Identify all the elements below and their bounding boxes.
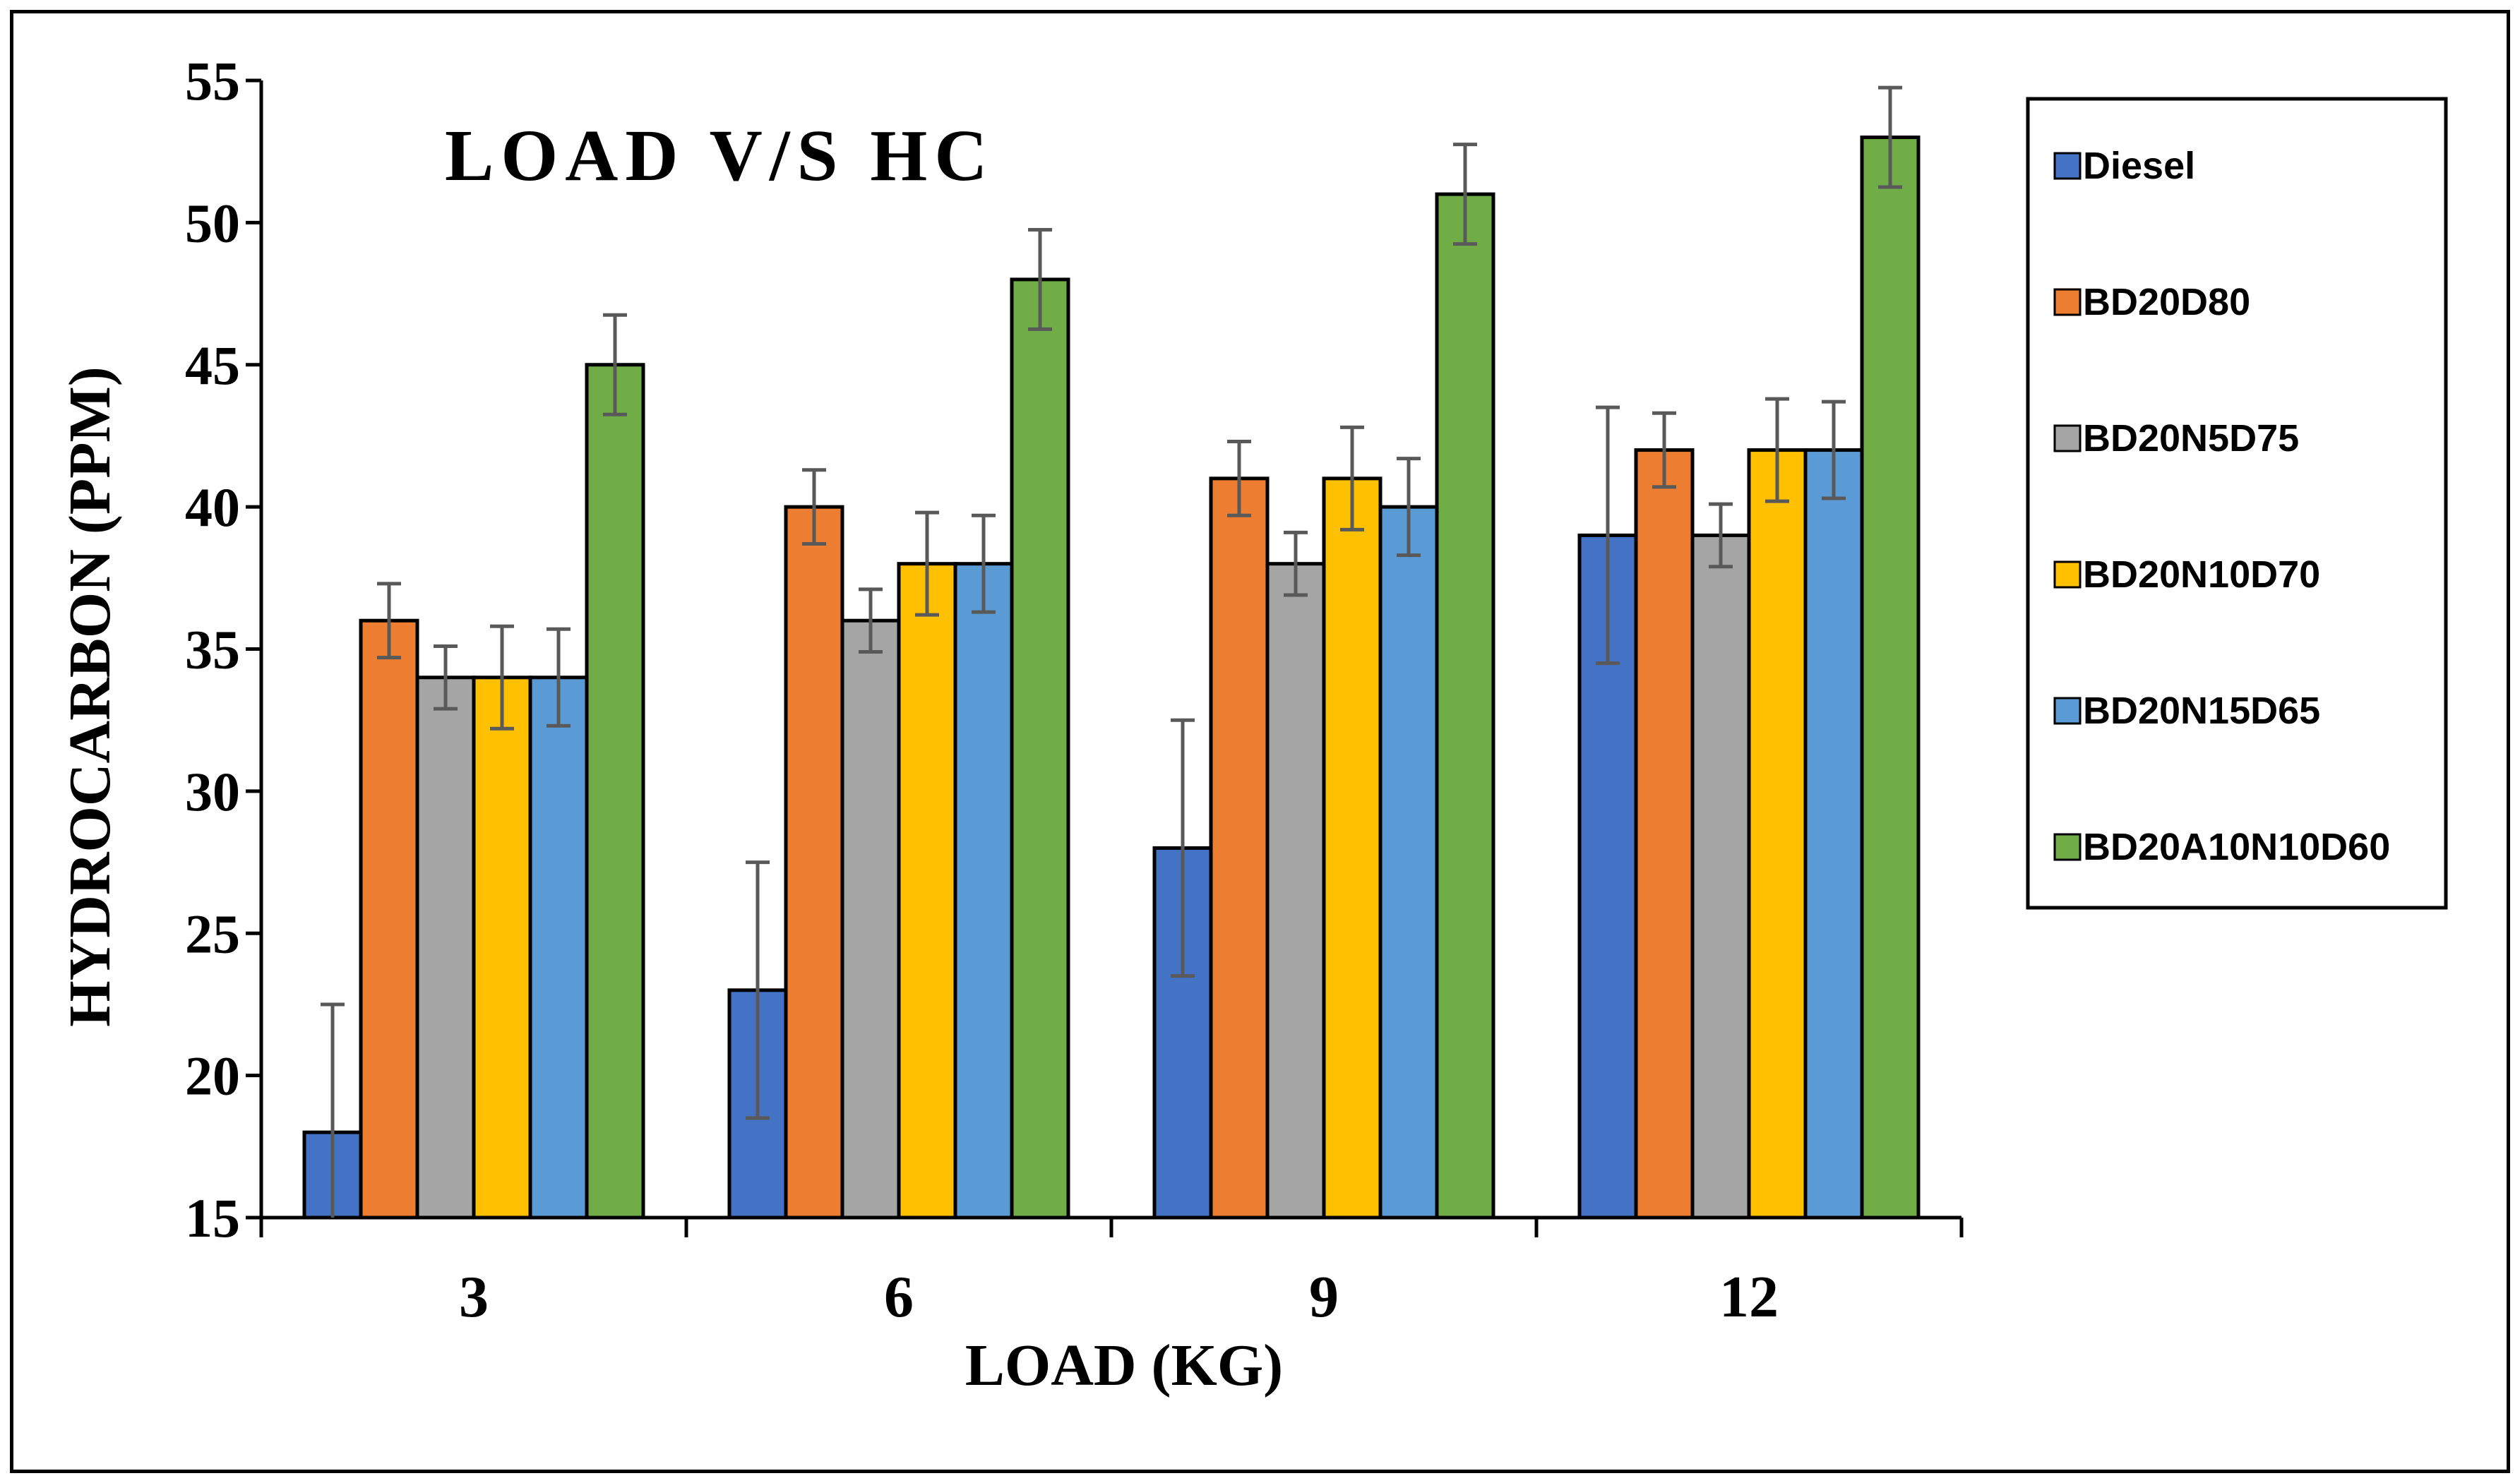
bar <box>840 618 901 1220</box>
bar <box>528 676 589 1220</box>
bar <box>585 363 645 1220</box>
y-tick-label: 40 <box>185 476 240 538</box>
x-tick-label: 6 <box>884 1264 914 1330</box>
legend-swatch <box>2053 560 2082 589</box>
bar <box>1322 476 1383 1220</box>
bar <box>784 505 844 1220</box>
bar <box>1690 533 1751 1220</box>
bar <box>415 676 476 1220</box>
bar <box>1860 136 1921 1220</box>
bar <box>1010 277 1070 1220</box>
bar <box>897 562 957 1220</box>
legend-label: BD20N10D70 <box>2083 553 2320 596</box>
y-tick-label: 45 <box>185 335 240 396</box>
legend-swatch <box>2053 152 2082 180</box>
bar <box>1747 448 1808 1220</box>
y-tick-label: 20 <box>185 1045 240 1107</box>
bar <box>359 618 419 1220</box>
bar <box>1209 476 1270 1220</box>
y-axis-label: HYDROCARBON (PPM) <box>57 366 123 1027</box>
y-tick-label: 35 <box>185 619 240 680</box>
bar <box>472 676 532 1220</box>
y-tick-label: 25 <box>185 903 240 964</box>
legend-label: BD20A10N10D60 <box>2083 826 2390 868</box>
legend-box <box>2026 97 2448 910</box>
y-tick-label: 55 <box>185 50 240 112</box>
legend-label: BD20N5D75 <box>2083 417 2299 460</box>
bar <box>1634 448 1695 1220</box>
bar <box>953 562 1014 1220</box>
legend-swatch <box>2053 833 2082 861</box>
plot-area: 15 20 25 30 35 40 45 50 55 3 6 9 12 <box>185 50 1964 1330</box>
legend-label: BD20N15D65 <box>2083 690 2320 732</box>
bar <box>1265 562 1326 1220</box>
x-tick-label: 3 <box>459 1264 489 1330</box>
y-tick-label: 15 <box>185 1187 240 1249</box>
legend-swatch <box>2053 424 2082 452</box>
legend-swatch <box>2053 288 2082 316</box>
bar <box>1803 448 1864 1220</box>
y-tick-label: 50 <box>185 192 240 253</box>
y-tick-label: 30 <box>185 761 240 822</box>
chart-title: LOAD V/S HC <box>445 115 994 196</box>
x-tick-label: 12 <box>1719 1264 1779 1330</box>
legend-label: Diesel <box>2083 145 2195 187</box>
legend: Diesel BD20D80 BD20N5D75 BD20N10D70 BD20N15D… <box>2026 97 2448 910</box>
legend-swatch <box>2053 697 2082 725</box>
bar <box>1435 192 1495 1220</box>
legend-label: BD20D80 <box>2083 281 2250 323</box>
x-tick-label: 9 <box>1309 1264 1339 1330</box>
x-axis-label: LOAD (KG) <box>965 1333 1283 1398</box>
bar <box>1378 505 1439 1220</box>
